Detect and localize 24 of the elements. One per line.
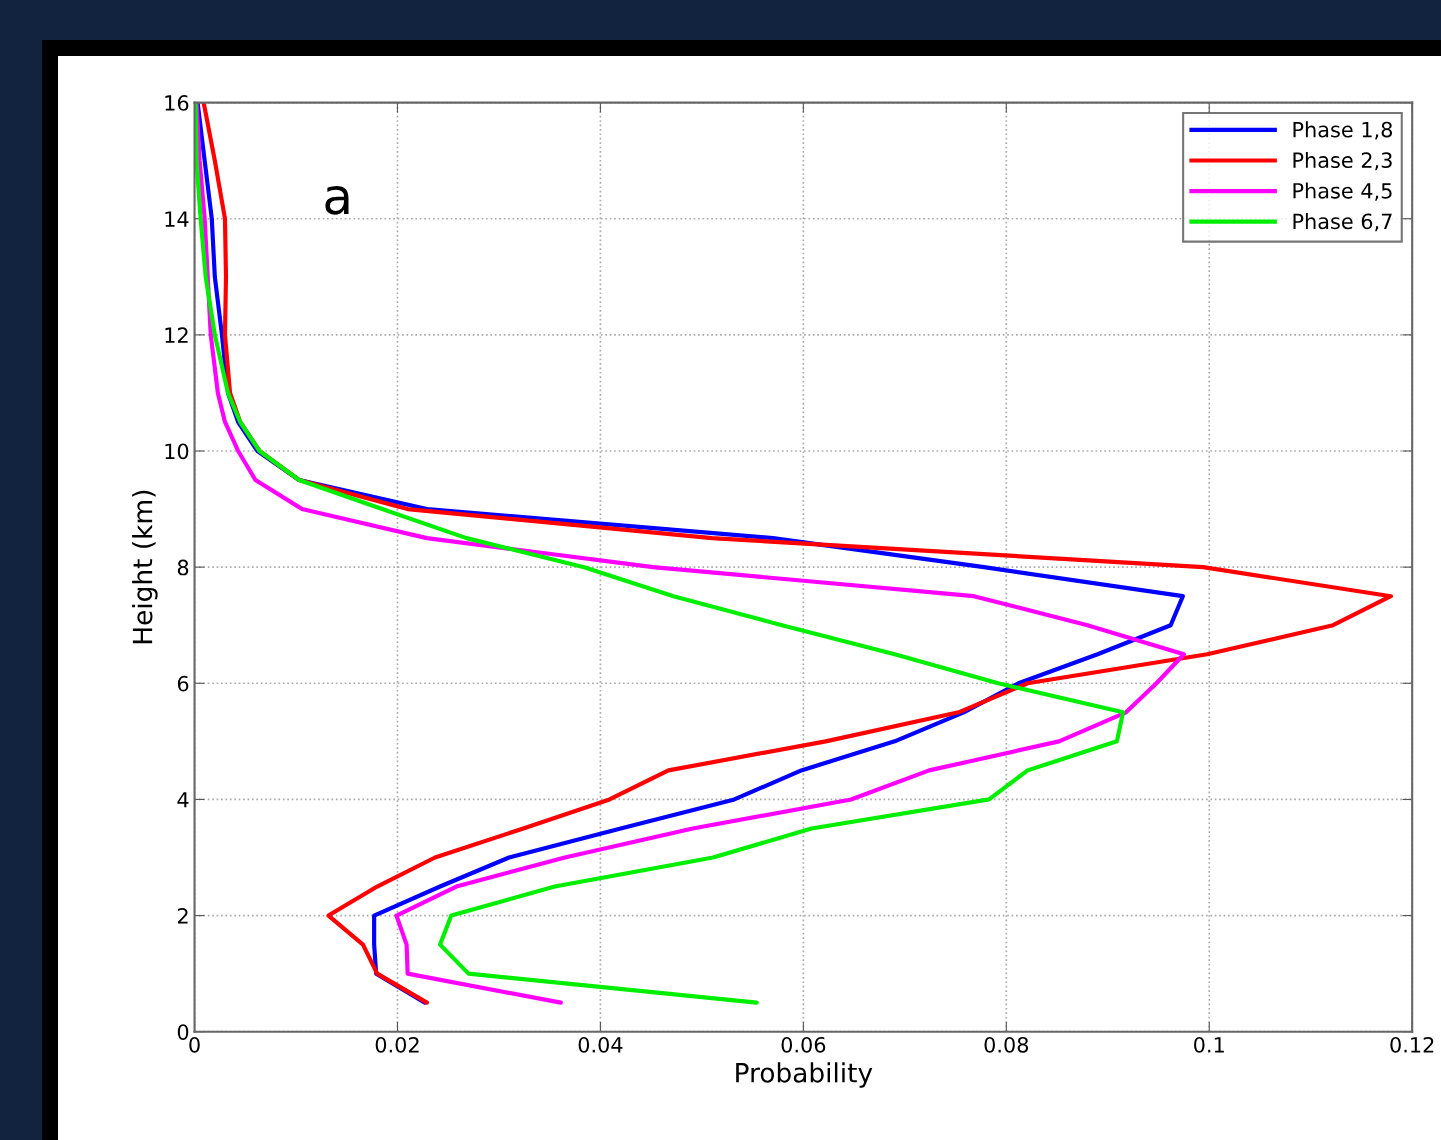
y-tick-label: 4	[177, 792, 189, 808]
x-tick-label: 0.02	[375, 1036, 419, 1053]
annotation: a	[325, 185, 349, 215]
x-tick-label: 0.12	[1390, 1036, 1434, 1053]
y-tick-label: 8	[177, 559, 189, 576]
y-tick-label: 10	[165, 443, 189, 460]
y-tick-label: 12	[165, 327, 188, 343]
line-series	[201, 102, 1393, 1005]
y-tick-label: 14	[165, 211, 189, 227]
legend-label: Phase 4,5	[1293, 182, 1392, 201]
x-tick-label: 0.08	[984, 1036, 1029, 1053]
y-tick-label: 6	[177, 675, 189, 692]
y-tick-label: 0	[177, 1024, 189, 1040]
y-tick-label: 16	[165, 95, 189, 111]
x-tick-label: 0	[189, 1036, 200, 1053]
legend-label: Phase 1,8	[1293, 121, 1393, 140]
legend-label: Phase 2,3	[1293, 151, 1392, 171]
y-axis-title: Height (km)	[132, 490, 158, 644]
x-tick-label: 0.04	[578, 1036, 623, 1053]
x-axis-title: Probability	[736, 1062, 873, 1088]
x-tick-label: 0.1	[1194, 1036, 1224, 1053]
y-tick-label: 2	[177, 908, 188, 924]
legend-label: Phase 6,7	[1293, 213, 1392, 232]
x-tick-label: 0.06	[781, 1036, 826, 1053]
